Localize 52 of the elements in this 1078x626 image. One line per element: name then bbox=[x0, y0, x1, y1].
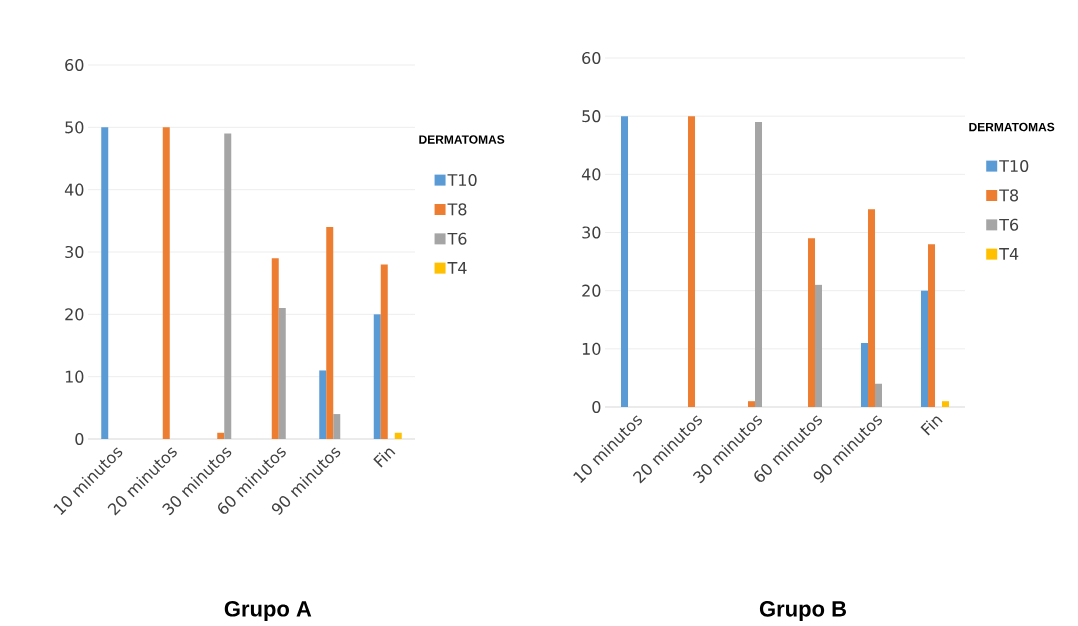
bar bbox=[748, 401, 756, 408]
y-tick-label: 60 bbox=[582, 51, 601, 65]
x-tick-label: Fin bbox=[373, 448, 396, 468]
bar bbox=[861, 343, 869, 408]
legend-label: T10 bbox=[999, 159, 1029, 173]
bar bbox=[162, 127, 170, 439]
y-tick-label: 50 bbox=[582, 110, 601, 123]
bar bbox=[921, 290, 929, 408]
bar bbox=[333, 414, 341, 439]
legend-label: T8 bbox=[999, 189, 1019, 202]
bar bbox=[755, 121, 763, 408]
bar bbox=[942, 401, 950, 408]
bar bbox=[688, 116, 696, 408]
bar bbox=[868, 209, 876, 408]
y-tick-label: 30 bbox=[65, 245, 84, 259]
bar bbox=[373, 314, 381, 439]
bar bbox=[394, 432, 402, 439]
legend-label: T6 bbox=[999, 218, 1019, 231]
text: Grupo A bbox=[224, 601, 312, 621]
y-tick-label: 20 bbox=[582, 284, 601, 297]
bar bbox=[815, 284, 823, 408]
bar bbox=[928, 244, 936, 408]
y-tick-label: 10 bbox=[65, 370, 84, 383]
bar bbox=[621, 116, 629, 408]
y-tick-label: 40 bbox=[64, 183, 84, 196]
bar bbox=[224, 133, 232, 439]
legend-title: DERMATOMAS bbox=[969, 122, 1055, 132]
bar bbox=[380, 264, 388, 439]
legend-label: T8 bbox=[447, 203, 467, 216]
y-tick-label: 0 bbox=[75, 432, 84, 446]
bar bbox=[875, 383, 883, 408]
y-tick-label: 0 bbox=[592, 400, 601, 414]
bar bbox=[319, 370, 327, 439]
y-tick-label: 10 bbox=[582, 342, 601, 355]
y-tick-label: 20 bbox=[65, 308, 84, 321]
y-tick-label: 40 bbox=[581, 168, 601, 181]
text: Grupo B bbox=[759, 601, 846, 621]
legend-label: T6 bbox=[447, 232, 467, 245]
legend-title: DERMATOMAS bbox=[419, 135, 505, 144]
bar bbox=[217, 432, 225, 439]
bar bbox=[101, 127, 109, 439]
legend-label: T10 bbox=[447, 173, 477, 187]
bar bbox=[808, 238, 816, 408]
legend-label: T4 bbox=[999, 248, 1019, 260]
y-tick-label: 30 bbox=[582, 226, 601, 239]
legend-label: T4 bbox=[447, 262, 467, 274]
bar bbox=[271, 258, 279, 439]
x-tick-label: Fin bbox=[920, 416, 943, 436]
bar bbox=[326, 227, 334, 439]
y-tick-label: 50 bbox=[65, 121, 84, 134]
y-tick-label: 60 bbox=[65, 58, 84, 72]
bar bbox=[278, 308, 286, 439]
